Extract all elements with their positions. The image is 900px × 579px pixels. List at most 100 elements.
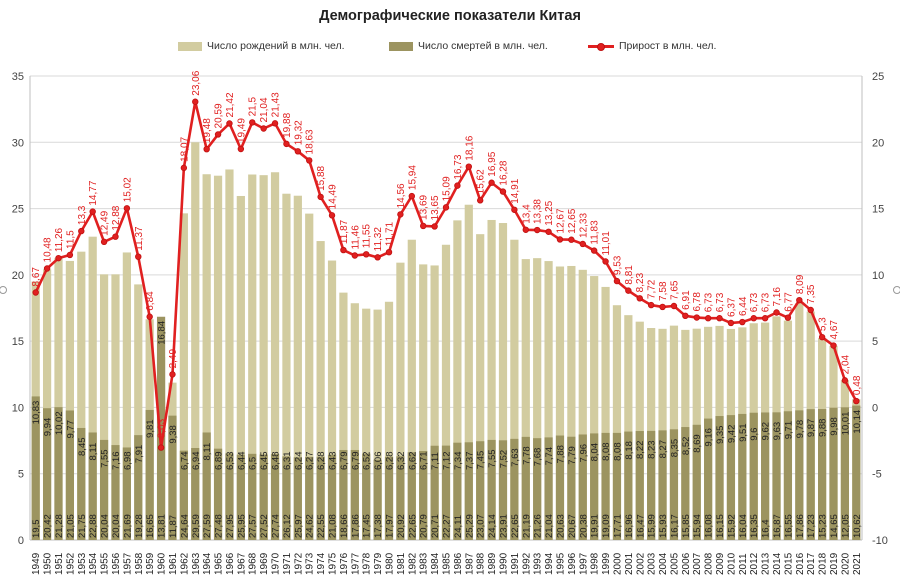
growth-value-label: 18,16 [464,135,475,160]
deaths-value-label: 9,71 [783,421,794,440]
growth-marker [328,212,336,219]
births-bar [213,175,223,540]
deaths-bar [829,407,838,540]
deaths-value-label: 6,48 [271,452,282,471]
growth-value-label: 13,25 [544,200,555,225]
growth-marker [454,182,461,189]
x-tick-label: 2021 [852,552,863,575]
x-tick-label: 2020 [840,552,851,575]
right-tick-label: 15 [872,204,884,216]
births-value-label: 26,12 [282,514,293,538]
growth-marker [488,179,495,186]
growth-value-label: 11,55 [362,224,373,249]
deaths-bar [122,447,131,540]
deaths-bar [738,413,747,540]
growth-marker [192,98,199,105]
births-bar [327,260,337,540]
growth-value-label: 11,83 [590,220,601,245]
births-value-label: 20,38 [578,514,589,538]
births-bar [373,309,382,540]
deaths-bar [202,432,211,540]
births-bar [555,266,565,540]
births-value-label: 17,71 [612,514,623,538]
deaths-bar [715,416,724,540]
deaths-value-label: 9,62 [761,422,772,441]
growth-value-label: 12,65 [567,208,578,233]
growth-marker [773,309,780,316]
deaths-value-label: 8,08 [601,442,612,461]
deaths-bar [134,435,143,540]
growth-marker [169,371,176,378]
x-tick-label: 1996 [567,552,578,575]
births-value-label: 29,59 [191,514,202,538]
growth-marker [727,319,735,327]
growth-value-label: 13,69 [419,194,430,219]
growth-value-label: 11,71 [385,221,396,246]
growth-marker [556,236,564,243]
deaths-bar [441,445,451,540]
growth-value-label: 6,84 [145,291,156,311]
deaths-bar [521,436,530,540]
deaths-value-label: 7,45 [476,451,487,470]
births-value-label: 14,65 [829,514,840,538]
x-tick-label: 2008 [704,552,715,575]
births-bar [590,276,599,540]
deaths-value-label: 9,98 [829,417,840,436]
growth-value-label: 21,5 [248,96,259,116]
deaths-value-label: 8,23 [647,440,658,459]
births-value-label: 20,67 [567,514,578,538]
deaths-bar [316,456,325,540]
deaths-bar [179,450,188,540]
deaths-value-label: 9,35 [715,426,726,445]
growth-value-label: 19,88 [282,112,293,137]
growth-value-label: 11,37 [134,226,145,251]
growth-marker [317,193,324,201]
births-value-label: 21,19 [521,514,532,538]
growth-marker [385,248,393,256]
growth-marker [351,252,359,259]
growth-value-label: 15,94 [407,165,418,190]
growth-marker [363,251,370,258]
growth-marker [716,315,723,322]
growth-value-label: 21,04 [259,97,270,122]
births-bar [384,301,394,540]
births-bar [339,292,348,540]
deaths-value-label: 6,27 [305,452,316,471]
growth-marker [465,163,472,170]
growth-marker [78,227,85,235]
deaths-value-label: 9,51 [738,423,749,442]
x-tick-label: 1952 [65,552,76,575]
growth-value-label: 21,42 [225,92,236,117]
growth-value-label: 8,09 [795,274,806,294]
births-bar [134,284,143,540]
births-value-label: 19,28 [134,514,145,538]
deaths-value-label: 10,01 [840,412,851,436]
deaths-bar [396,456,405,540]
growth-value-label: 6,73 [749,292,760,312]
growth-marker [66,251,74,259]
births-bar [441,244,451,540]
x-tick-label: 1994 [544,552,555,575]
growth-marker [590,247,598,254]
legend-item-births: Число рождений в млн. чел. [178,40,345,52]
growth-value-label: 8,81 [624,265,635,285]
deaths-value-label: 7,91 [134,445,145,464]
growth-value-label: 14,91 [510,178,521,203]
growth-value-label: 11,5 [65,230,76,249]
births-bar [282,193,291,540]
deaths-bar [761,412,770,540]
growth-value-label: 12,33 [578,213,589,238]
deaths-bar [840,407,850,540]
births-value-label: 12,05 [840,514,851,538]
births-value-label: 27,95 [225,514,236,538]
deaths-bar [191,447,200,540]
right-tick-label: 10 [872,270,884,282]
births-value-label: 21,69 [122,514,133,538]
deaths-bar [681,427,690,540]
deaths-bar [852,405,861,540]
births-value-label: 15,23 [818,514,829,538]
growth-value-label: 11,01 [601,231,612,256]
x-tick-label: 1986 [453,552,464,575]
